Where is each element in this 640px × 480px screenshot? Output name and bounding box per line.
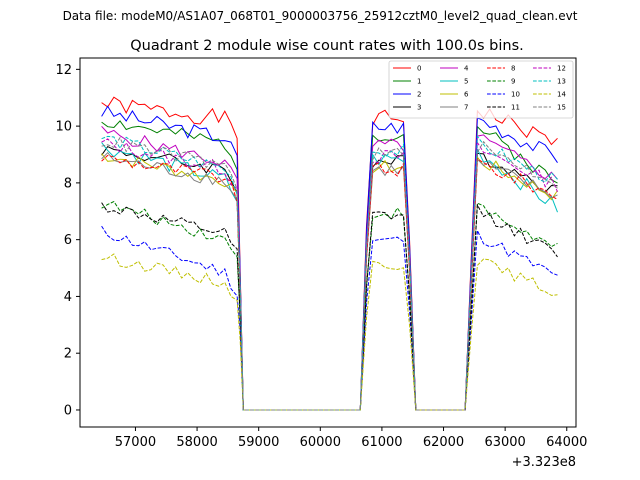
legend-label-14: 14 xyxy=(557,91,566,99)
y-tick-label: 10 xyxy=(55,120,72,135)
series-line-15 xyxy=(101,136,558,411)
legend-label-15: 15 xyxy=(557,104,566,112)
y-axis: 0 2 4 6 8 10 12 xyxy=(55,63,80,418)
x-tick-label: 59000 xyxy=(238,435,279,450)
series-line-0 xyxy=(101,96,558,411)
x-axis: 57000 58000 59000 60000 61000 62000 63000 64000 xyxy=(115,427,587,450)
legend-label-3: 3 xyxy=(417,104,421,112)
legend-label-6: 6 xyxy=(464,91,469,99)
y-tick-label: 12 xyxy=(55,63,72,78)
legend-label-2: 2 xyxy=(417,91,421,99)
legend-label-12: 12 xyxy=(557,65,566,73)
series-layer xyxy=(101,96,558,411)
y-tick-label: 6 xyxy=(64,233,72,248)
x-tick-label: 57000 xyxy=(115,435,156,450)
x-tick-label: 62000 xyxy=(423,435,464,450)
y-tick-label: 0 xyxy=(64,403,72,418)
y-tick-label: 2 xyxy=(64,347,72,362)
legend-frame xyxy=(388,60,574,119)
series-line-5 xyxy=(101,142,558,411)
chart-title: Quadrant 2 module wise count rates with … xyxy=(130,38,524,54)
series-line-10 xyxy=(101,225,558,411)
legend-label-8: 8 xyxy=(511,65,515,73)
legend-label-10: 10 xyxy=(511,91,520,99)
legend-label-0: 0 xyxy=(417,65,421,73)
x-tick-label: 61000 xyxy=(361,435,402,450)
suptitle: Data file: modeM0/AS1A07_068T01_90000037… xyxy=(63,9,578,23)
y-tick-label: 8 xyxy=(64,176,72,191)
legend-label-11: 11 xyxy=(511,104,520,112)
y-tick-label: 4 xyxy=(64,290,72,305)
series-line-12 xyxy=(101,138,558,411)
x-tick-label: 58000 xyxy=(176,435,217,450)
legend-label-4: 4 xyxy=(464,65,469,73)
series-line-6 xyxy=(101,153,558,411)
series-line-8 xyxy=(101,154,558,411)
x-tick-label: 60000 xyxy=(300,435,341,450)
series-line-1 xyxy=(101,120,558,411)
series-line-11 xyxy=(101,202,558,411)
legend-label-1: 1 xyxy=(417,78,421,86)
series-line-3 xyxy=(101,145,558,411)
legend-label-13: 13 xyxy=(557,78,566,86)
legend-label-7: 7 xyxy=(464,104,468,112)
x-tick-label: 64000 xyxy=(546,435,587,450)
series-line-9 xyxy=(101,200,558,411)
x-tick-label: 63000 xyxy=(484,435,525,450)
series-line-7 xyxy=(101,151,558,411)
legend-label-9: 9 xyxy=(511,78,515,86)
x-offset-label: +3.323e8 xyxy=(512,455,576,470)
series-line-14 xyxy=(101,253,558,411)
legend-label-5: 5 xyxy=(464,78,468,86)
axes-frame xyxy=(79,57,577,428)
